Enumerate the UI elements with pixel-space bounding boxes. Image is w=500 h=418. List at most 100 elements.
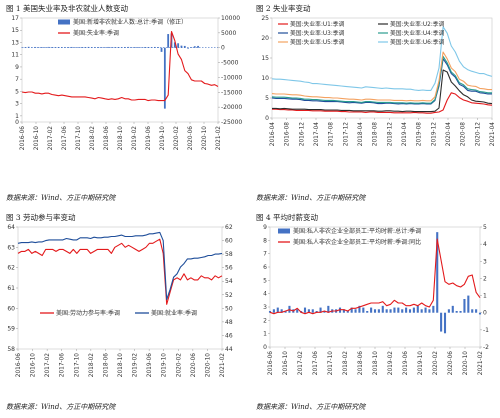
y-left-tick-label: 0 — [263, 344, 267, 351]
bar — [412, 307, 415, 313]
x-tick-label: 2019-08 — [417, 122, 423, 147]
y-left-tick-label: 59 — [7, 326, 15, 333]
bar — [54, 47, 57, 48]
bar — [284, 311, 287, 313]
legend-label: 美国:失业率:U6:季调 — [390, 38, 445, 46]
bar — [420, 309, 423, 313]
legend-swatch — [278, 228, 290, 234]
x-tick-label: 2020-02 — [176, 353, 182, 378]
legend-swatch — [58, 19, 70, 25]
bar — [432, 305, 435, 313]
bar — [424, 307, 427, 313]
bar — [459, 311, 462, 313]
x-tick-label: 2019-10 — [418, 351, 424, 376]
y-left-tick-label: 15 — [261, 55, 269, 62]
y-left-tick-label: 63 — [7, 244, 15, 251]
y-left-tick-label: 1 — [263, 331, 267, 338]
chart-3: 58 59 60 61 62 63 64 44 46 48 50 52 54 56 58 60 62 2016-0… — [7, 224, 233, 378]
bar — [177, 43, 180, 48]
x-tick-label: 2020-10 — [463, 351, 469, 376]
x-tick-label: 2017-08 — [329, 122, 335, 147]
bar — [140, 47, 143, 48]
bar — [120, 47, 123, 48]
bar — [342, 309, 345, 313]
bar — [416, 305, 419, 313]
bar — [358, 305, 361, 313]
y-left-tick-label: 15 — [11, 27, 19, 34]
x-tick-label: 2017-02 — [298, 351, 304, 376]
y-right-tick-label: 3 — [483, 258, 487, 265]
series-line — [271, 55, 492, 104]
bar — [366, 311, 369, 313]
bar — [397, 307, 400, 313]
y-left-tick-label: 5 — [263, 277, 267, 284]
x-tick-label: 2020-04 — [446, 122, 452, 147]
bar — [34, 46, 37, 48]
bar — [471, 309, 474, 313]
bar — [447, 309, 450, 313]
y-right-tick-label: 52 — [225, 292, 233, 299]
legend-label: 美国:就业率:季调 — [151, 309, 197, 317]
y-left-tick-label: 17 — [11, 15, 19, 22]
y-left-tick-label: 3 — [15, 101, 19, 108]
x-tick-label: 2016-10 — [31, 353, 37, 378]
bar — [183, 45, 186, 48]
x-tick-label: 2016-12 — [299, 122, 305, 147]
y-left-tick-label: 5 — [15, 88, 19, 95]
y-right-tick-label: 5000 — [221, 30, 236, 37]
chart-3-source: 数据来源：Wind、方正中期研究院 — [6, 403, 116, 411]
legend: 美国:劳动力参与率:季调 美国:就业率:季调 — [40, 309, 197, 317]
y-right-tick-label: 0 — [221, 45, 225, 52]
y-right-tick-label: -10000 — [221, 74, 242, 81]
y-left-tick-label: 9 — [263, 224, 267, 231]
x-tick-label: 2020-12 — [475, 122, 481, 147]
x-tick-label: 2017-04 — [314, 122, 320, 147]
bar — [180, 45, 183, 48]
x-tick-label: 2018-02 — [89, 353, 95, 378]
bar — [64, 47, 67, 48]
legend-label: 美国:失业率:U5:季调 — [290, 38, 345, 46]
y-left-tick-label: 7 — [263, 251, 267, 258]
bar — [451, 305, 454, 313]
x-tick-label: 2020-06 — [191, 353, 197, 378]
x-tick-label: 2019-02 — [388, 351, 394, 376]
chart-1-title: 图 1 美国失业率及非农就业人数变动 — [6, 4, 129, 13]
x-tick-label: 2019-10 — [160, 126, 166, 151]
plot-frame — [17, 226, 223, 350]
y-right-tick-label: 2 — [483, 275, 487, 282]
x-tick-label: 2019-04 — [402, 122, 408, 147]
x-tick-label: 2017-10 — [76, 126, 82, 151]
x-tick-label: 2020-08 — [461, 122, 467, 147]
y-left-tick-label: 62 — [7, 265, 15, 272]
bar — [385, 309, 388, 313]
bar — [193, 46, 196, 48]
y-left-tick-label: 2 — [263, 317, 267, 324]
bar — [77, 47, 80, 48]
bar — [190, 47, 193, 48]
bar — [150, 47, 153, 48]
x-tick-label: 2021-04 — [490, 122, 496, 147]
x-tick-label: 2016-10 — [34, 126, 40, 151]
bar — [327, 305, 330, 313]
bar — [87, 46, 90, 48]
y-right-tick-label: 48 — [225, 319, 233, 326]
bar — [114, 47, 116, 48]
series-line — [271, 58, 492, 105]
bar — [475, 309, 478, 313]
y-left-tick-label: 10 — [261, 75, 269, 82]
bar — [370, 307, 373, 313]
bar — [296, 309, 299, 313]
bar — [67, 47, 70, 48]
x-tick-label: 2016-08 — [285, 122, 291, 147]
x-tick-label: 2019-06 — [147, 353, 153, 378]
bar — [436, 232, 439, 313]
y-right-tick-label: 50 — [225, 305, 233, 312]
bar — [455, 311, 458, 313]
bar — [319, 307, 322, 313]
y-left-tick-label: 6 — [263, 264, 267, 271]
bar — [44, 47, 47, 48]
chart-2-title: 图 2 失业率变动 — [256, 4, 311, 13]
x-tick-label: 2018-08 — [373, 122, 379, 147]
x-tick-label: 2019-06 — [403, 351, 409, 376]
x-tick-label: 2018-06 — [104, 126, 110, 151]
